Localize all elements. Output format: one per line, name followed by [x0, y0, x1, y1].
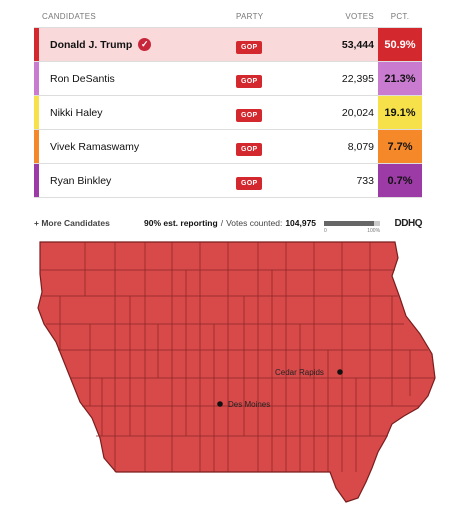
table-header: CANDIDATES PARTY VOTES PCT.: [34, 6, 422, 28]
votes-counted-value: 104,975: [285, 218, 317, 228]
candidate-row[interactable]: Ron DeSantis GOP 22,395 21.3%: [34, 62, 422, 96]
candidate-name: Ryan Binkley: [50, 174, 112, 187]
candidate-color-bar: [34, 130, 39, 163]
results-footer: + More Candidates 90% est. reporting / V…: [34, 212, 423, 234]
candidate-pct: 21.3%: [378, 62, 422, 95]
candidate-color-bar: [34, 164, 39, 197]
ddhq-logo-text: DDHQ: [394, 217, 423, 229]
reporting-progress: 0 100%: [324, 220, 381, 234]
city-dot-icon: [337, 369, 343, 375]
check-circle-icon: ✓: [138, 38, 152, 51]
iowa-outline: [37, 241, 436, 503]
candidate-name: Ron DeSantis: [50, 72, 115, 85]
candidate-color-bar: [34, 96, 39, 129]
progress-fill: [324, 220, 375, 226]
results-table: CANDIDATES PARTY VOTES PCT. Donald J. Tr…: [34, 6, 422, 198]
candidate-pct: 50.9%: [378, 28, 422, 61]
party-cell: GOP: [236, 172, 298, 190]
candidate-votes: 53,444: [341, 38, 374, 51]
candidate-votes: 22,395: [341, 72, 374, 85]
candidate-row[interactable]: Ryan Binkley GOP 733 0.7%: [34, 164, 422, 198]
candidate-row[interactable]: Vivek Ramaswamy GOP 8,079 7.7%: [34, 130, 422, 164]
iowa-state-shape: [37, 241, 436, 503]
ddhq-logo: DDHQ: [394, 217, 423, 229]
party-badge: GOP: [236, 108, 263, 122]
header-votes: VOTES: [345, 12, 374, 21]
iowa-county-map[interactable]: Cedar Rapids Des Moines: [0, 236, 452, 512]
candidate-name-cell: Vivek Ramaswamy: [34, 141, 236, 153]
candidate-votes: 20,024: [341, 106, 374, 119]
candidate-pct: 0.7%: [378, 164, 422, 197]
party-badge: GOP: [236, 176, 263, 190]
reporting-separator: /: [220, 218, 224, 228]
city-label: Cedar Rapids: [275, 368, 324, 377]
candidate-name: Nikki Haley: [50, 106, 103, 119]
header-candidates: CANDIDATES: [42, 12, 96, 21]
candidate-row[interactable]: Donald J. Trump ✓ GOP 53,444 50.9%: [34, 28, 422, 62]
candidate-name-cell: Ryan Binkley: [34, 175, 236, 187]
party-badge: GOP: [236, 74, 263, 88]
county-borders: [40, 242, 435, 472]
votes-counted-label: Votes counted:: [226, 218, 283, 228]
party-badge: GOP: [236, 40, 263, 54]
reporting-status: 90% est. reporting / Votes counted: 104,…: [144, 218, 316, 228]
party-cell: GOP: [236, 138, 298, 156]
candidate-name-cell: Nikki Haley: [34, 107, 236, 119]
candidate-name-cell: Donald J. Trump ✓: [34, 38, 236, 51]
party-cell: GOP: [236, 104, 298, 122]
header-pct: PCT.: [390, 12, 410, 21]
candidate-color-bar: [34, 28, 39, 61]
candidate-pct: 19.1%: [378, 96, 422, 129]
candidate-color-bar: [34, 62, 39, 95]
city-dot-icon: [217, 401, 223, 407]
candidate-row[interactable]: Nikki Haley GOP 20,024 19.1%: [34, 96, 422, 130]
candidate-name-cell: Ron DeSantis: [34, 73, 236, 85]
city-markers: Cedar Rapids Des Moines: [217, 368, 343, 409]
candidate-name: Vivek Ramaswamy: [50, 140, 140, 153]
city-label: Des Moines: [228, 400, 270, 409]
party-badge: GOP: [236, 142, 263, 156]
progress-track: [324, 220, 381, 226]
candidate-votes: 8,079: [347, 140, 374, 153]
more-candidates-link[interactable]: + More Candidates: [34, 218, 110, 228]
candidate-pct: 7.7%: [378, 130, 422, 163]
candidate-votes: 733: [356, 174, 374, 187]
party-cell: GOP: [236, 36, 298, 54]
progress-max-label: 100%: [367, 227, 381, 234]
party-cell: GOP: [236, 70, 298, 88]
candidate-name: Donald J. Trump: [50, 38, 133, 51]
progress-min-label: 0: [324, 227, 327, 234]
reporting-percent: 90% est. reporting: [144, 218, 218, 228]
header-party: PARTY: [236, 12, 264, 21]
